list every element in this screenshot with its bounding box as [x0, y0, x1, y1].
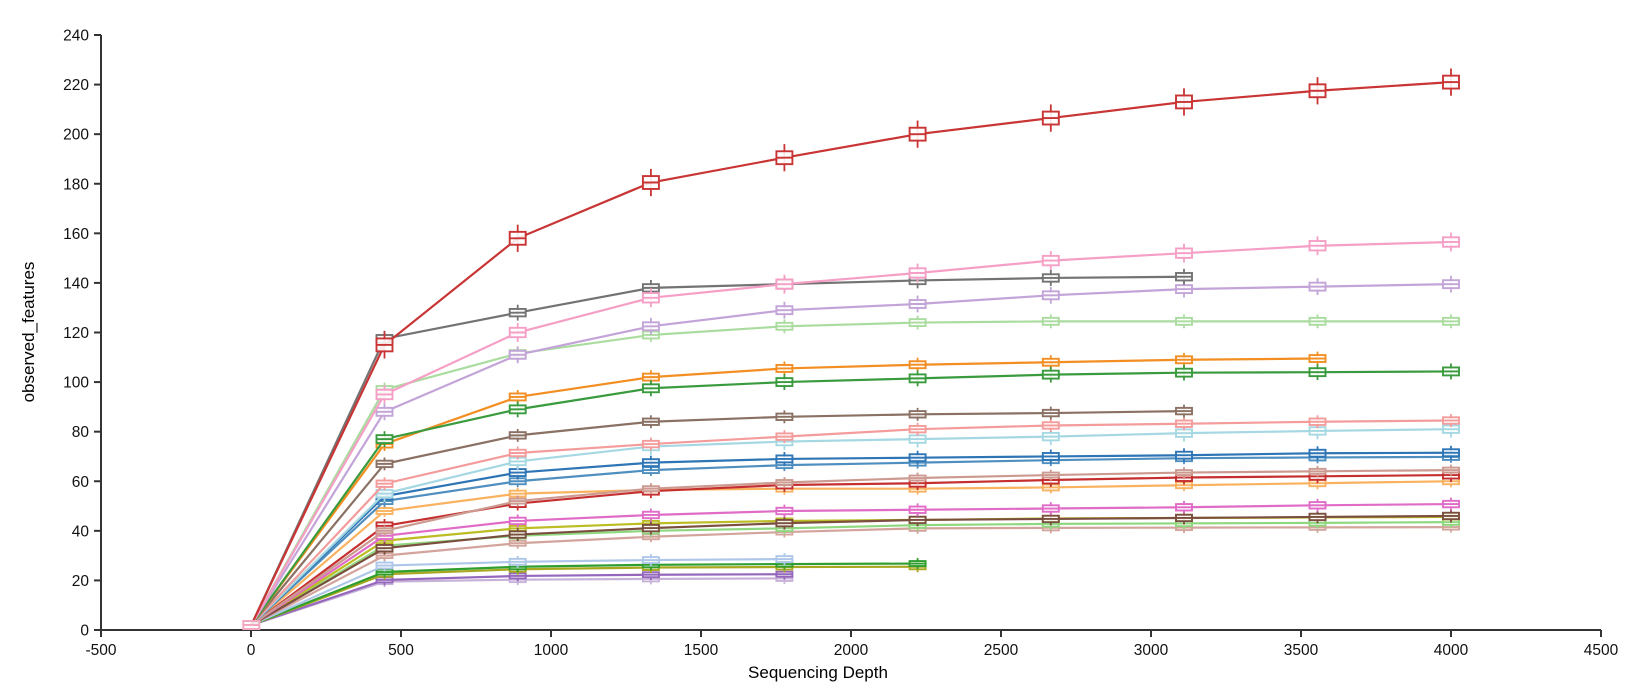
y-tick-label: 40 [72, 523, 90, 540]
series-line [250, 577, 785, 627]
series-line [250, 370, 1452, 626]
series-s-red [250, 68, 1460, 626]
y-tick-label: 220 [63, 77, 89, 94]
series-s-rosybrown [250, 464, 1460, 626]
origin-marker [242, 620, 261, 631]
y-tick-label: 0 [80, 623, 89, 640]
series-s-taupe [250, 404, 1193, 626]
series-s-darkred [250, 468, 1460, 626]
series-line [250, 320, 1451, 626]
series-line [250, 562, 918, 627]
y-tick-label: 60 [72, 474, 90, 491]
series-s-salmon [250, 414, 1460, 626]
axes-layer: -500 0 500 1000 1500 2000 2500 3000 3500 4000 4500… [63, 28, 1618, 660]
y-tick-label: 120 [63, 325, 89, 342]
series-layer [242, 68, 1460, 631]
series-line [250, 419, 1452, 626]
series-line [250, 502, 1452, 626]
x-tick-label: 2000 [834, 642, 869, 659]
series-line [250, 565, 918, 627]
y-tick-label: 100 [63, 375, 89, 392]
x-tick-label: 3500 [1284, 642, 1319, 659]
x-tick-label: 1500 [684, 642, 719, 659]
series-line [250, 455, 1452, 626]
series-line [250, 514, 1452, 626]
series-s-lavender [250, 572, 794, 627]
series-line [250, 240, 1452, 626]
x-tick-label: 2500 [984, 642, 1019, 659]
series-s-orchid [250, 497, 1460, 626]
series-line [250, 473, 1452, 626]
series-s-blue [250, 445, 1460, 626]
series-line [250, 451, 1452, 626]
series-line [250, 468, 1452, 626]
series-line [250, 480, 1452, 626]
y-tick-label: 80 [72, 424, 90, 441]
x-tick-label: 0 [247, 642, 256, 659]
series-line [250, 526, 1452, 627]
x-tick-label: 500 [388, 642, 414, 659]
series-s-paleblue [250, 553, 794, 627]
y-tick-label: 200 [63, 127, 89, 144]
x-tick-label: 4000 [1434, 642, 1469, 659]
y-tick-label: 180 [63, 176, 89, 193]
x-tick-label: 4500 [1584, 642, 1619, 659]
x-tick-label: 3000 [1134, 642, 1169, 659]
series-line [250, 275, 1185, 626]
series-line [250, 428, 1452, 626]
x-tick-label: -500 [85, 642, 116, 659]
series-line [250, 283, 1452, 626]
series-s-forest [250, 363, 1460, 626]
series-line [250, 409, 1185, 626]
series-s-brown [250, 509, 1460, 626]
series-line [250, 81, 1452, 626]
series-s-purple [250, 568, 794, 627]
y-axis-label: observed_features [19, 262, 38, 403]
series-line [250, 521, 1452, 626]
y-tick-label: 240 [63, 28, 89, 45]
y-tick-label: 160 [63, 226, 89, 243]
series-s-pink [250, 232, 1460, 626]
x-axis-label: Sequencing Depth [748, 663, 888, 682]
y-tick-label: 20 [72, 573, 90, 590]
y-tick-label: 140 [63, 275, 89, 292]
x-tick-label: 1000 [534, 642, 569, 659]
